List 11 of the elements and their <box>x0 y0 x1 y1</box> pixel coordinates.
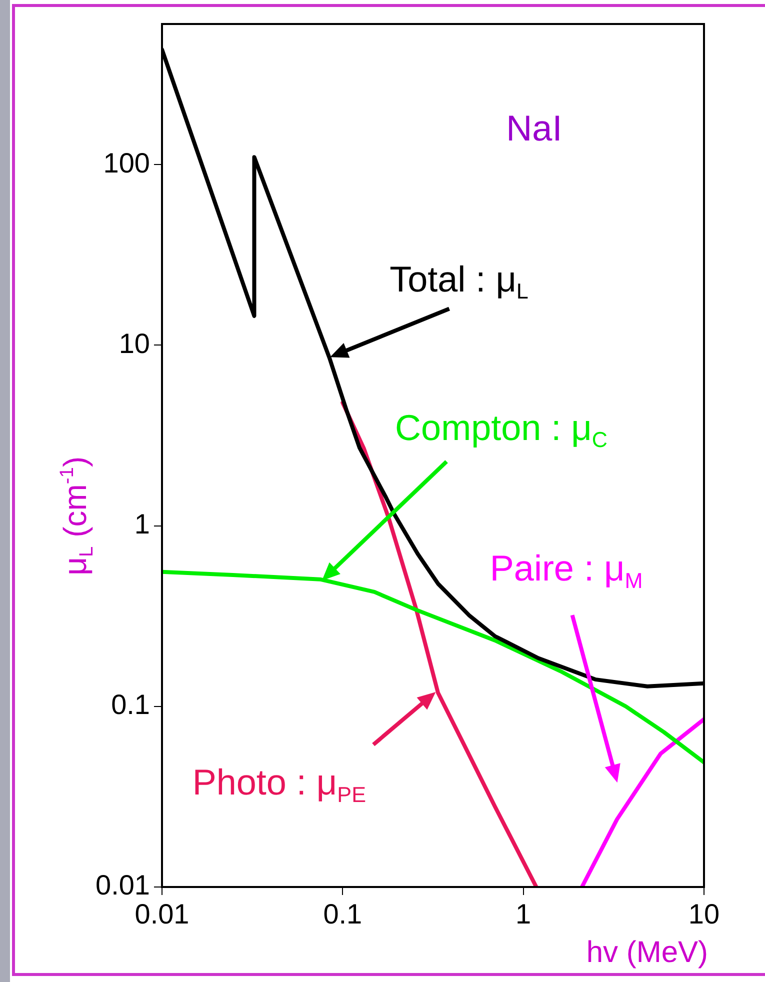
y-tick-label: 100 <box>103 147 150 178</box>
x-tick-label: 0.1 <box>323 898 362 930</box>
y-axis-title: μL (cm-1) <box>57 456 98 576</box>
y-tick-label: 0.01 <box>96 870 150 901</box>
x-tick-label: 10 <box>688 898 720 930</box>
y-tick-label: 0.1 <box>111 689 150 720</box>
annotation: NaI <box>506 108 562 149</box>
x-axis-title: hv (MeV) <box>586 936 708 969</box>
x-tick-label: 1 <box>516 898 532 930</box>
y-tick-label: 1 <box>134 508 150 540</box>
y-tick-label: 10 <box>118 328 150 359</box>
